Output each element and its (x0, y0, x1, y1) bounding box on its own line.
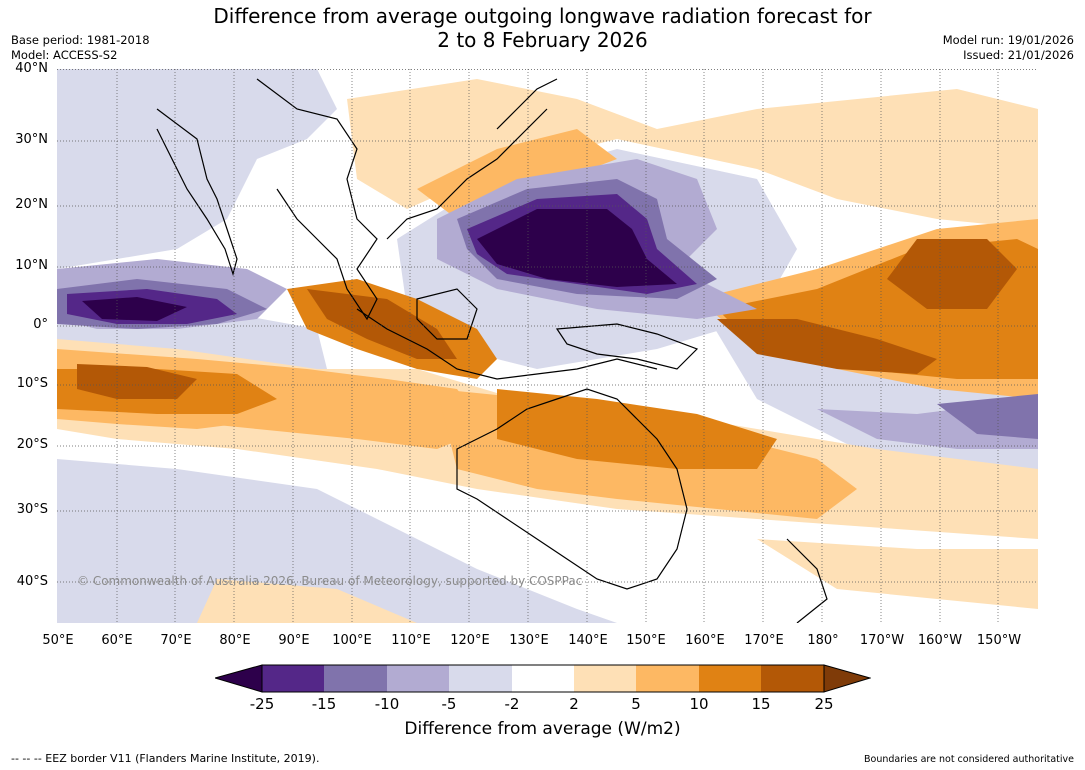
colorbar-under-arrow (215, 664, 263, 693)
colorbar-tick-m2: -2 (504, 695, 520, 713)
coast-india (156, 108, 238, 277)
colorbar-over-arrow (823, 664, 871, 693)
lon-label-120e: 120°E (450, 633, 490, 648)
colorbar-bin-9 (761, 665, 824, 692)
colorbar-bin-7 (636, 665, 699, 692)
lon-label-130e: 130°E (509, 633, 549, 648)
anomaly-map (57, 69, 1038, 623)
model-name: Model: ACCESS-S2 (11, 48, 118, 62)
lat-label-0: 0° (33, 317, 48, 332)
meta-left: Base period: 1981-2018 Model: ACCESS-S2 (11, 33, 150, 63)
coast-asia (256, 78, 378, 321)
lat-label-10n: 10°N (15, 258, 48, 273)
field-orange-north (417, 129, 617, 219)
lon-label-160e: 160°E (685, 633, 725, 648)
lat-label-20n: 20°N (15, 197, 48, 212)
colorbar-bin-3 (387, 665, 449, 692)
lat-label-20s: 20°S (16, 437, 48, 452)
colorbar-tick-m25: -25 (249, 695, 275, 713)
field-cream-southeast (757, 539, 1038, 609)
field-brown-maritime (307, 289, 457, 359)
colorbar-bin-4 (449, 665, 512, 692)
colorbar-tick-m10: -10 (374, 695, 400, 713)
lat-label-10s: 10°S (16, 376, 48, 391)
colorbar-tick-m15: -15 (311, 695, 337, 713)
lon-label-180: 180° (807, 633, 839, 648)
coast-japan (496, 78, 558, 130)
field-cream-southwest (197, 579, 417, 623)
field-deep-purple-east (937, 394, 1038, 439)
lon-label-170w: 170°W (859, 633, 905, 648)
gridlines (57, 69, 1038, 623)
lon-label-150e: 150°E (626, 633, 666, 648)
colorbar (215, 664, 871, 693)
coastlines (156, 78, 828, 623)
lon-label-60e: 60°E (101, 633, 133, 648)
colorbar-bin-8 (699, 665, 761, 692)
field-brown-pacific (717, 319, 937, 374)
field-brown-indian (77, 364, 197, 399)
copyright-notice: © Commonwealth of Australia 2026, Bureau… (77, 574, 583, 588)
lat-label-30n: 30°N (15, 132, 48, 147)
title-line-2: 2 to 8 February 2026 (437, 28, 648, 52)
lon-label-140e: 140°E (568, 633, 608, 648)
coast-borneo (416, 288, 478, 340)
field-brown-east (887, 239, 1017, 309)
colorbar-tick-15: 15 (751, 695, 771, 713)
colorbar-tick-m5: -5 (441, 695, 457, 713)
eez-border-note: -- -- -- EEZ border V11 (Flanders Marine… (11, 752, 320, 765)
colorbar-bin-1 (262, 665, 324, 692)
coast-new-zealand (786, 538, 828, 623)
lat-label-40s: 40°S (16, 574, 48, 589)
coast-china (386, 108, 548, 240)
lon-label-70e: 70°E (160, 633, 192, 648)
colorbar-tick-10: 10 (689, 695, 709, 713)
coast-australia (456, 388, 688, 590)
chart-title: Difference from average outgoing longwav… (0, 4, 1085, 52)
coast-indonesia (356, 308, 658, 380)
lat-label-40n: 40°N (15, 61, 48, 76)
lon-label-80e: 80°E (219, 633, 251, 648)
anomaly-map-svg (57, 69, 1038, 623)
lon-label-100e: 100°E (332, 633, 372, 648)
lon-label-160w: 160°W (917, 633, 963, 648)
lon-label-150w: 150°W (976, 633, 1022, 648)
colorbar-bin-6 (574, 665, 636, 692)
model-run: Model run: 19/01/2026 (942, 33, 1074, 47)
lon-label-90e: 90°E (278, 633, 310, 648)
lat-label-30s: 30°S (16, 502, 48, 517)
field-cream-north (347, 79, 1038, 229)
colorbar-bin-2 (324, 665, 387, 692)
lon-label-110e: 110°E (391, 633, 431, 648)
boundaries-disclaimer: Boundaries are not considered authoritat… (864, 754, 1074, 765)
colorbar-label: Difference from average (W/m2) (404, 719, 681, 739)
title-line-1: Difference from average outgoing longwav… (213, 4, 872, 28)
field-deep-orange-aus (497, 389, 777, 469)
colorbar-tick-2: 2 (569, 695, 579, 713)
lon-label-50e: 50°E (42, 633, 74, 648)
field-darkest-purple-pacific (477, 209, 677, 287)
colorbar-tick-5: 5 (631, 695, 641, 713)
lon-label-170e: 170°E (744, 633, 784, 648)
colorbar-bin-5 (512, 665, 574, 692)
colorbar-tick-25: 25 (814, 695, 834, 713)
field-light-purple-north (57, 69, 337, 269)
field-darkest-purple-indian (82, 297, 187, 321)
base-period: Base period: 1981-2018 (11, 33, 150, 47)
coast-new-guinea (555, 323, 699, 370)
meta-right: Model run: 19/01/2026 Issued: 21/01/2026 (943, 33, 1074, 63)
issued-date: Issued: 21/01/2026 (963, 48, 1074, 62)
